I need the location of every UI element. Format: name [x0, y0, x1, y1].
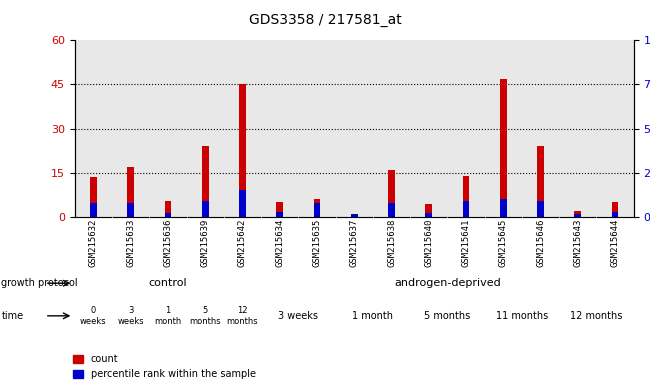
Text: GSM215638: GSM215638: [387, 219, 396, 267]
Text: GSM215635: GSM215635: [313, 219, 322, 267]
Text: 12
months: 12 months: [227, 306, 258, 326]
Legend: count, percentile rank within the sample: count, percentile rank within the sample: [73, 354, 255, 379]
Bar: [164, 201, 171, 217]
Text: GSM215639: GSM215639: [201, 219, 210, 267]
Bar: [90, 203, 97, 217]
Bar: [575, 211, 581, 217]
Text: GSM215643: GSM215643: [573, 219, 582, 267]
Bar: [538, 201, 544, 217]
Bar: [276, 202, 283, 217]
Text: GSM215644: GSM215644: [610, 219, 619, 267]
Text: time: time: [1, 311, 23, 321]
Text: GSM215641: GSM215641: [462, 219, 471, 267]
Bar: [164, 214, 171, 217]
Text: growth protocol: growth protocol: [1, 278, 78, 288]
Bar: [575, 214, 581, 217]
Bar: [388, 203, 395, 217]
Bar: [314, 203, 320, 217]
Bar: [612, 212, 618, 217]
Text: GSM215646: GSM215646: [536, 219, 545, 267]
Text: GSM215645: GSM215645: [499, 219, 508, 267]
Text: GSM215642: GSM215642: [238, 219, 247, 267]
Bar: [239, 84, 246, 217]
Bar: [90, 177, 97, 217]
Bar: [202, 146, 209, 217]
Bar: [351, 214, 358, 217]
Text: 1 month: 1 month: [352, 311, 393, 321]
Bar: [351, 214, 358, 217]
Bar: [202, 201, 209, 217]
Text: GDS3358 / 217581_at: GDS3358 / 217581_at: [248, 13, 402, 27]
Bar: [388, 170, 395, 217]
Bar: [538, 146, 544, 217]
Text: 3 weeks: 3 weeks: [278, 311, 318, 321]
Text: androgen-deprived: androgen-deprived: [394, 278, 500, 288]
Text: GSM215636: GSM215636: [163, 219, 172, 267]
Bar: [426, 204, 432, 217]
Text: 0
weeks: 0 weeks: [80, 306, 107, 326]
Text: 11 months: 11 months: [496, 311, 548, 321]
Text: GSM215632: GSM215632: [89, 219, 98, 267]
Text: 3
weeks: 3 weeks: [118, 306, 144, 326]
Bar: [612, 202, 618, 217]
Text: 1
month: 1 month: [154, 306, 181, 326]
Bar: [463, 176, 469, 217]
Bar: [426, 214, 432, 217]
Bar: [127, 167, 134, 217]
Text: GSM215640: GSM215640: [424, 219, 434, 267]
Text: 5
months: 5 months: [189, 306, 221, 326]
Bar: [276, 212, 283, 217]
Bar: [500, 199, 506, 217]
Bar: [314, 199, 320, 217]
Bar: [127, 203, 134, 217]
Text: 5 months: 5 months: [424, 311, 471, 321]
Text: GSM215634: GSM215634: [275, 219, 284, 267]
Text: GSM215633: GSM215633: [126, 219, 135, 267]
Text: 12 months: 12 months: [570, 311, 623, 321]
Bar: [500, 79, 506, 217]
Text: control: control: [149, 278, 187, 288]
Bar: [239, 190, 246, 217]
Text: GSM215637: GSM215637: [350, 219, 359, 267]
Bar: [463, 201, 469, 217]
